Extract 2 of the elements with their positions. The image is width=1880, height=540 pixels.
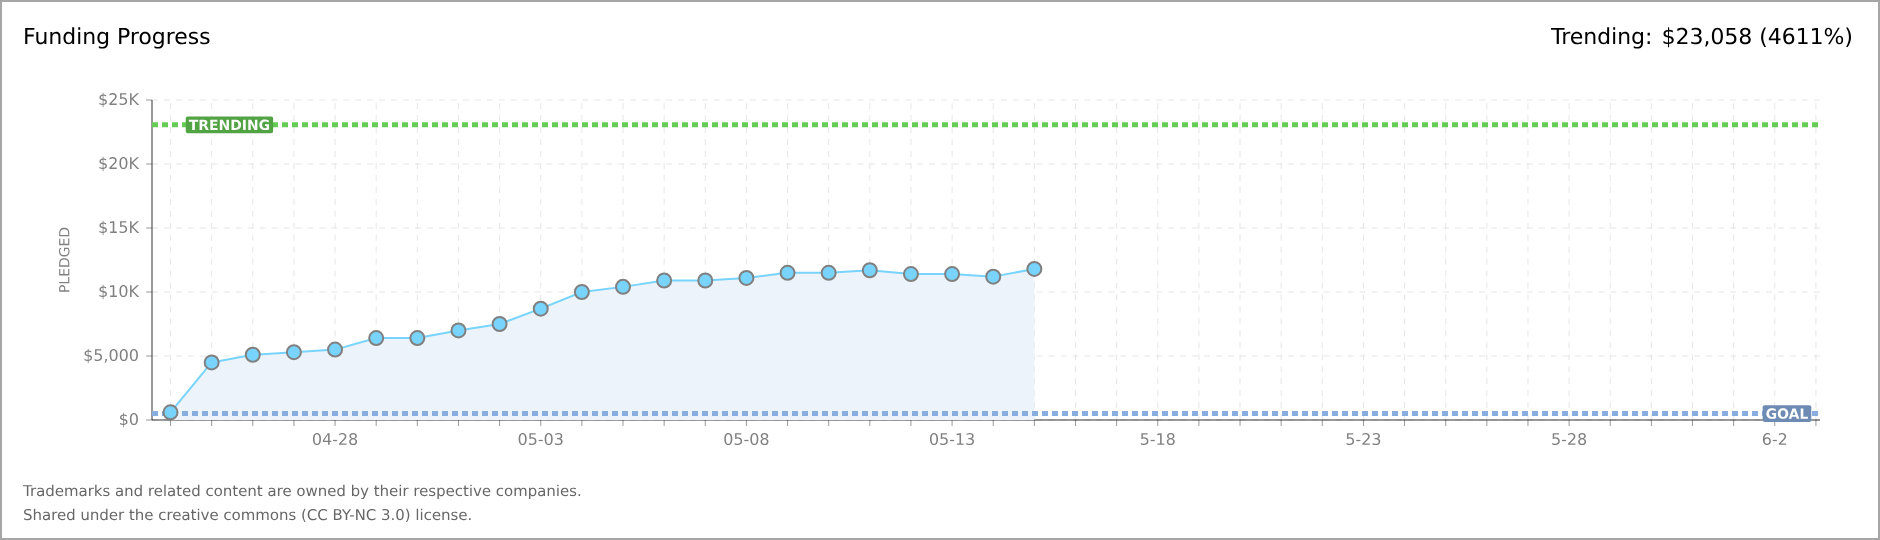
chart-subtitle: Trending: $23,058 (4611%) xyxy=(1551,27,1852,49)
chart-title: Funding Progress xyxy=(25,27,210,49)
